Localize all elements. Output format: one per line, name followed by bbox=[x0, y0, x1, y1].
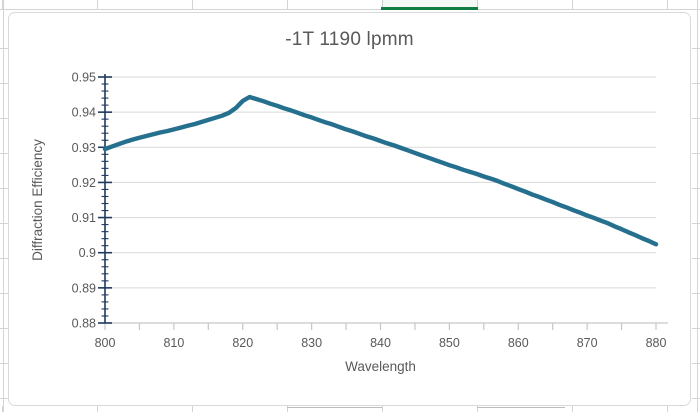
sheet-gridline bbox=[0, 153, 8, 154]
y-tick-label: 0.9 bbox=[79, 246, 96, 260]
sheet-gridline bbox=[692, 118, 700, 119]
active-cell bbox=[382, 0, 477, 9]
active-cell-underline bbox=[381, 7, 478, 10]
sheet-gridline bbox=[692, 48, 700, 49]
y-tick-label: 0.94 bbox=[72, 106, 96, 120]
sheet-gridline bbox=[692, 258, 700, 259]
x-tick-label: 830 bbox=[301, 336, 322, 350]
series-line bbox=[102, 94, 659, 247]
sheet-gridline bbox=[572, 0, 573, 9]
sheet-gridline bbox=[477, 406, 478, 412]
sheet-gridline bbox=[382, 406, 383, 412]
sheet-gridline bbox=[192, 0, 193, 9]
sheet-gridline bbox=[287, 406, 288, 412]
x-tick-label: 810 bbox=[163, 336, 184, 350]
sheet-gridline bbox=[692, 188, 700, 189]
x-tick-label: 870 bbox=[577, 336, 598, 350]
y-tick-label: 0.95 bbox=[72, 71, 96, 85]
sheet-gridline bbox=[0, 363, 8, 364]
sheet-gridline bbox=[477, 407, 565, 408]
y-tick-label: 0.91 bbox=[72, 211, 96, 225]
sheet-gridline bbox=[0, 258, 8, 259]
y-axis-title: Diffraction Efficiency bbox=[30, 139, 45, 261]
sheet-gridline bbox=[0, 328, 8, 329]
sheet-gridline bbox=[0, 293, 8, 294]
x-tick-label: 800 bbox=[95, 336, 116, 350]
chart-container[interactable]: -1T 1190 lpmm 0.88 0.89 0.9 0.91 0.92 0.93 0.9… bbox=[8, 12, 691, 406]
sheet-gridline bbox=[667, 406, 668, 412]
sheet-gridline bbox=[697, 0, 698, 412]
sheet-gridline bbox=[0, 48, 8, 49]
sheet-gridline bbox=[287, 407, 382, 408]
sheet-gridline bbox=[382, 0, 383, 9]
sheet-gridline bbox=[692, 398, 700, 399]
sheet-gridline bbox=[2, 406, 3, 412]
x-tick-label: 860 bbox=[508, 336, 529, 350]
sheet-gridline bbox=[667, 0, 668, 9]
sheet-gridline bbox=[0, 223, 8, 224]
sheet-gridline bbox=[287, 0, 288, 9]
sheet-gridline bbox=[692, 328, 700, 329]
sheet-gridline bbox=[2, 0, 3, 9]
sheet-gridline bbox=[0, 83, 8, 84]
sheet-gridline bbox=[0, 118, 8, 119]
sheet-gridline bbox=[572, 406, 573, 412]
y-tick-label: 0.89 bbox=[72, 281, 96, 295]
plot-area: 0.88 0.89 0.9 0.91 0.92 0.93 0.94 0.95 800 810 820… bbox=[30, 71, 668, 374]
x-tick-label: 850 bbox=[439, 336, 460, 350]
sheet-gridline bbox=[97, 0, 98, 9]
sheet-gridline bbox=[692, 153, 700, 154]
sheet-gridline bbox=[0, 398, 8, 399]
x-tick-label: 880 bbox=[646, 336, 667, 350]
sheet-gridline bbox=[692, 293, 700, 294]
x-axis-title: Wavelength bbox=[345, 359, 416, 374]
sheet-gridline bbox=[97, 406, 98, 412]
sheet-gridline bbox=[692, 363, 700, 364]
y-tick-label: 0.88 bbox=[72, 317, 96, 331]
y-tick-label: 0.93 bbox=[72, 141, 96, 155]
sheet-gridline bbox=[692, 223, 700, 224]
y-tick-label: 0.92 bbox=[72, 176, 96, 190]
sheet-gridline bbox=[477, 0, 478, 9]
x-tick-label: 840 bbox=[370, 336, 391, 350]
sheet-gridline bbox=[0, 188, 8, 189]
sheet-gridline bbox=[3, 0, 4, 412]
x-tick-label: 820 bbox=[232, 336, 253, 350]
chart-title: -1T 1190 lpmm bbox=[285, 29, 414, 50]
sheet-gridline bbox=[692, 83, 700, 84]
sheet-gridline bbox=[0, 9, 700, 10]
sheet-gridline bbox=[192, 406, 193, 412]
